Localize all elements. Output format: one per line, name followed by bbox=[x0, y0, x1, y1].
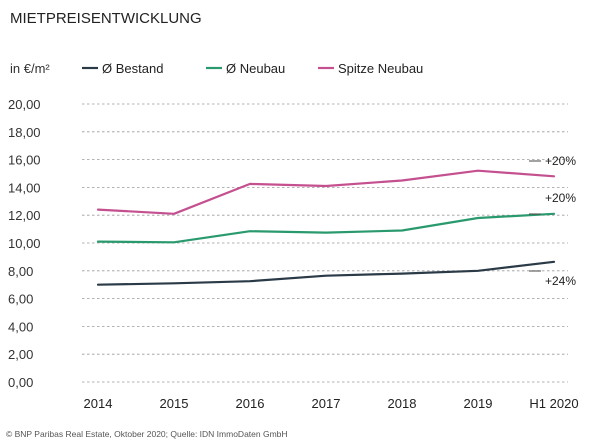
legend: Ø Bestand Ø Neubau Spitze Neubau bbox=[82, 61, 423, 76]
series-line bbox=[96, 260, 556, 286]
annotations: +20% +20% +24% bbox=[529, 154, 576, 288]
series-lines bbox=[96, 169, 556, 286]
series-line bbox=[96, 212, 556, 244]
growth-annotation: +20% bbox=[545, 154, 576, 168]
y-tick-label: 16,00 bbox=[8, 153, 41, 168]
x-tick-label: H1 2020 bbox=[529, 396, 578, 411]
y-tick-label: 12,00 bbox=[8, 208, 41, 223]
y-axis-ticks: 0,00 2,00 4,00 6,00 8,00 10,00 12,00 14,00 16,00… bbox=[8, 97, 41, 390]
series-line bbox=[96, 169, 556, 215]
x-tick-label: 2016 bbox=[236, 396, 265, 411]
x-tick-label: 2019 bbox=[464, 396, 493, 411]
x-axis-ticks: 2014 2015 2016 2017 2018 2019 H1 2020 bbox=[84, 396, 579, 411]
chart-title: MIETPREISENTWICKLUNG bbox=[10, 10, 202, 27]
y-tick-label: 0,00 bbox=[8, 375, 33, 390]
y-tick-label: 20,00 bbox=[8, 97, 41, 112]
y-tick-label: 6,00 bbox=[8, 292, 33, 307]
growth-annotation: +24% bbox=[545, 274, 576, 288]
y-tick-label: 10,00 bbox=[8, 236, 41, 251]
y-axis-label: in €/m² bbox=[10, 61, 50, 76]
legend-label: Ø Neubau bbox=[226, 61, 285, 76]
x-tick-label: 2017 bbox=[312, 396, 341, 411]
y-tick-label: 14,00 bbox=[8, 180, 41, 195]
y-tick-label: 8,00 bbox=[8, 264, 33, 279]
growth-annotation: +20% bbox=[545, 191, 576, 205]
x-tick-label: 2015 bbox=[160, 396, 189, 411]
source-note: © BNP Paribas Real Estate, Oktober 2020;… bbox=[6, 429, 288, 439]
x-tick-label: 2018 bbox=[388, 396, 417, 411]
legend-label: Ø Bestand bbox=[102, 61, 163, 76]
x-tick-label: 2014 bbox=[84, 396, 113, 411]
legend-label: Spitze Neubau bbox=[338, 61, 423, 76]
y-tick-label: 4,00 bbox=[8, 319, 33, 334]
y-tick-label: 2,00 bbox=[8, 347, 33, 362]
y-tick-label: 18,00 bbox=[8, 125, 41, 140]
